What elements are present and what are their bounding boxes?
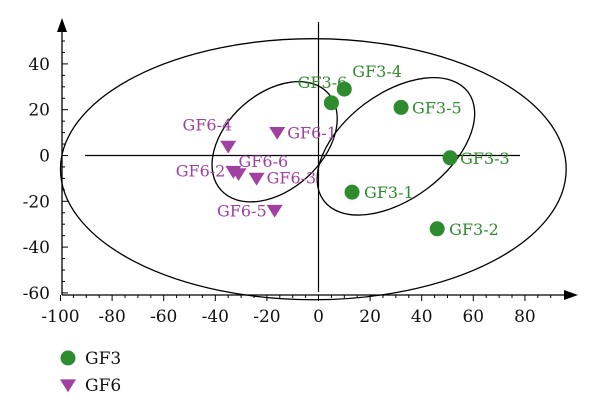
data-label-gf6-6: GF6-6 [239,152,289,171]
x-tick-label: 20 [359,307,381,327]
legend-label-gf3: GF3 [85,349,121,369]
data-label-gf6-1: GF6-1 [287,124,337,143]
confidence-ellipses [59,38,567,301]
data-point-gf3-1 [344,184,360,200]
data-label-gf3-4: GF3-4 [352,62,402,81]
y-tick-label: 40 [28,55,50,75]
ellipse-2 [211,80,338,203]
data-label-gf6-5: GF6-5 [217,201,267,220]
data-label-gf3-3: GF3-3 [460,149,510,168]
y-tick-label: 20 [28,101,50,121]
y-tick-label: 0 [39,147,50,167]
data-label-gf6-2: GF6-2 [176,162,226,181]
x-tick-label: -80 [98,307,125,327]
axis-ticks [60,40,552,301]
data-point-gf3-6 [323,95,339,111]
legend-label-gf6: GF6 [85,376,121,396]
data-point-gf3-3 [442,150,458,166]
x-tick-label: -60 [150,307,177,327]
data-label-gf3-2: GF3-2 [449,220,499,239]
ellipse-3 [316,76,476,216]
data-point-gf6-3 [248,172,265,186]
y-axis-arrow-icon [57,18,67,32]
data-point-gf6-6 [230,168,247,182]
legend-marker-gf6 [60,379,76,393]
x-tick-label: 80 [514,307,536,327]
data-points: GF3-1 GF3-2 GF3-3 GF3-4 GF3-5 GF3-6 GF6-1 GF6-2… [176,62,510,239]
data-label-gf6-4: GF6-4 [183,115,233,134]
data-label-gf6-3: GF6-3 [267,168,317,187]
y-tick-label: -20 [23,192,50,212]
x-tick-label: -40 [202,307,229,327]
x-tick-label: 0 [313,307,324,327]
ellipse-1 [59,38,567,301]
x-tick-label: -20 [253,307,280,327]
data-point-gf6-4 [220,140,237,154]
legend-marker-gf3 [60,350,76,366]
x-tick-label: -100 [41,307,79,327]
data-label-gf3-1: GF3-1 [364,183,414,202]
data-point-gf3-4 [336,81,352,97]
x-axis-arrow-icon [564,290,578,300]
data-point-gf6-5 [266,204,283,218]
x-tick-label: 40 [411,307,433,327]
data-point-gf3-2 [429,221,445,237]
y-tick-label: -40 [23,238,50,258]
y-tick-label: -60 [23,284,50,304]
x-tick-label: 60 [462,307,484,327]
data-point-gf6-1 [269,127,286,140]
data-point-gf3-5 [393,99,409,115]
axis-tick-labels: -100 -80 -60 -40 -20 0 20 40 60 80 40 20 0 -20 -40 -60 [23,55,536,327]
data-label-gf3-5: GF3-5 [412,98,462,117]
data-label-gf3-6: GF3-6 [298,73,348,92]
